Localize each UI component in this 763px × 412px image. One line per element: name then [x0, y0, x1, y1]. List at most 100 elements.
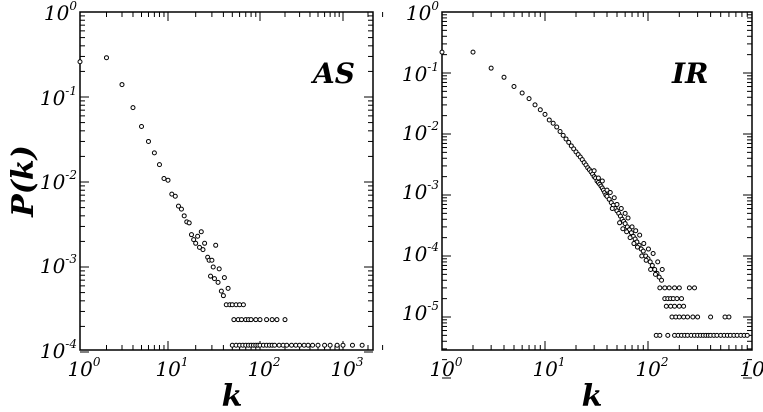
data-point — [595, 175, 601, 181]
data-point — [195, 233, 201, 239]
x-tick-label-base: 10 — [155, 357, 181, 381]
data-point — [218, 288, 224, 294]
data-point — [327, 342, 333, 348]
data-point — [282, 317, 288, 323]
data-point — [145, 138, 151, 144]
y-tick-label-exponent: -4 — [427, 240, 439, 254]
y-tick-label-exponent: -1 — [65, 84, 77, 98]
data-point — [272, 342, 278, 348]
data-point — [208, 273, 214, 279]
x-tick-label-exponent: 0 — [93, 355, 101, 369]
data-point — [599, 178, 605, 184]
data-point — [681, 314, 687, 320]
y-tick-label-exponent: -4 — [65, 337, 77, 351]
plot-frame — [79, 11, 374, 351]
data-point — [186, 220, 192, 226]
x-tick-label-base: 10 — [330, 357, 356, 381]
data-point — [349, 342, 355, 348]
data-point — [622, 210, 628, 216]
data-point — [197, 244, 202, 250]
data-point — [624, 229, 630, 235]
y-tick-label: 10-1 — [402, 60, 439, 86]
y-tick-label-exponent: -5 — [427, 299, 439, 313]
x-tick-label: 102 — [247, 355, 280, 381]
data-point — [652, 271, 658, 277]
data-point — [511, 84, 517, 90]
data-point — [611, 195, 617, 201]
data-point — [178, 206, 184, 212]
data-point — [627, 235, 633, 241]
y-tick-label-base: 10 — [40, 339, 66, 363]
y-tick-label-base: 10 — [402, 62, 428, 86]
x-tick-label-base: 10 — [532, 357, 558, 381]
data-point — [209, 257, 215, 263]
x-tick-label-base: 10 — [67, 357, 93, 381]
y-tick-label-base: 10 — [40, 170, 66, 194]
data-point — [609, 206, 615, 212]
y-tick-label: 10-3 — [40, 252, 78, 278]
data-point — [665, 332, 671, 338]
data-point — [161, 175, 167, 181]
data-point — [240, 302, 246, 308]
x-tick-label: 100 — [429, 355, 462, 381]
data-point — [269, 317, 275, 323]
data-point — [649, 262, 655, 268]
data-point — [722, 314, 728, 320]
data-point — [566, 139, 572, 145]
y-tick-label-exponent: -1 — [427, 60, 439, 74]
data-point — [726, 314, 732, 320]
y-tick-label-exponent: 0 — [69, 0, 77, 13]
data-point — [188, 232, 194, 238]
data-point — [301, 342, 307, 348]
data-point — [676, 314, 682, 320]
data-point — [554, 124, 560, 130]
data-point — [289, 342, 295, 348]
data-point — [744, 332, 750, 338]
data-point — [633, 228, 639, 234]
data-point — [276, 342, 282, 348]
y-tick-label: 10-4 — [40, 337, 77, 363]
x-tick-label: 103 — [330, 355, 363, 381]
y-tick-label-exponent: -3 — [427, 178, 439, 192]
data-point — [470, 49, 476, 55]
data-point — [560, 132, 566, 138]
data-point — [655, 259, 661, 265]
data-point — [659, 277, 665, 283]
data-point — [659, 267, 665, 273]
data-point — [210, 264, 216, 270]
x-tick-label-base: 10 — [739, 357, 763, 381]
data-point — [488, 65, 494, 71]
y-tick-label-exponent: -2 — [427, 119, 439, 133]
data-point — [156, 162, 162, 168]
data-point — [643, 257, 649, 263]
data-point — [198, 229, 204, 235]
y-tick-label-base: 10 — [402, 242, 428, 266]
y-tick-label-exponent: 0 — [431, 0, 439, 13]
data-point — [213, 242, 219, 248]
y-tick-label-base: 10 — [40, 254, 66, 278]
x-tick-label-exponent: 3 — [356, 355, 364, 369]
y-tick-label-base: 10 — [402, 180, 428, 204]
data-point — [657, 332, 663, 338]
data-point — [77, 59, 83, 65]
data-point — [640, 248, 646, 254]
x-tick-label: 100 — [67, 355, 100, 381]
x-axis-title: k — [222, 379, 243, 412]
data-point — [607, 189, 613, 195]
y-tick-label-exponent: -2 — [65, 168, 77, 182]
data-point — [537, 107, 543, 113]
x-axis-title: k — [582, 379, 603, 412]
data-point — [191, 237, 197, 243]
data-point — [248, 317, 254, 323]
data-point — [708, 314, 714, 320]
data-point — [532, 102, 538, 108]
data-point — [359, 342, 365, 348]
x-tick-label: 102 — [635, 355, 668, 381]
data-point — [211, 276, 217, 282]
y-tick-label: 10-4 — [402, 240, 439, 266]
data-point — [641, 241, 647, 247]
y-axis-title: P(k) — [6, 145, 41, 218]
data-point — [666, 285, 672, 291]
